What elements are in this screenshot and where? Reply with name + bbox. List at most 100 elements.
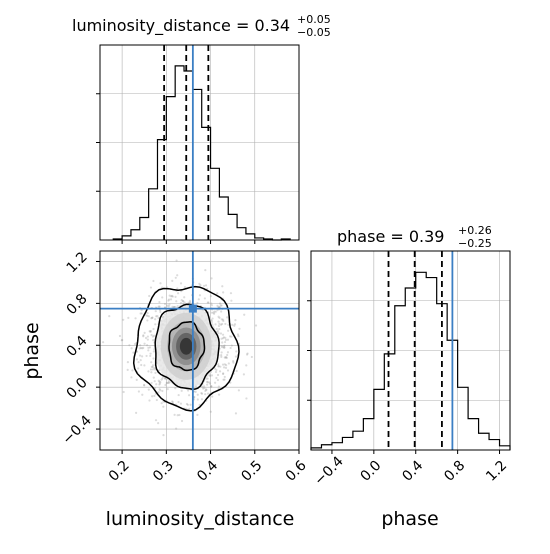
scatter-point (250, 355, 253, 359)
scatter-point (144, 336, 148, 340)
title-sup: +0.26 (458, 224, 492, 237)
scatter-point (210, 385, 213, 388)
scatter-point (217, 364, 220, 368)
scatter-point (200, 398, 204, 401)
panel-title: phase = 0.39 (337, 227, 444, 246)
scatter-point (182, 299, 185, 303)
scatter-point (227, 323, 230, 326)
scatter-point (172, 451, 174, 453)
x-axis-label: phase (381, 508, 438, 530)
scatter-point (153, 380, 156, 383)
scatter-point (171, 400, 174, 403)
scatter-point (210, 311, 214, 314)
scatter-point (211, 317, 214, 320)
scatter-point (170, 294, 174, 297)
scatter-point (166, 381, 169, 385)
scatter-point (141, 393, 144, 396)
title-sup: +0.05 (297, 13, 331, 26)
scatter-point (143, 331, 146, 334)
scatter-point (150, 361, 153, 364)
scatter-point (137, 390, 140, 393)
scatter-point (151, 365, 154, 369)
scatter-point (224, 336, 227, 339)
scatter-point (162, 405, 165, 408)
scatter-point (230, 344, 233, 347)
scatter-point (221, 346, 224, 349)
scatter-point (217, 393, 221, 396)
scatter-point (221, 318, 225, 321)
scatter-point (197, 298, 200, 301)
scatter-point (217, 332, 220, 335)
scatter-point (157, 422, 160, 425)
scatter-point (171, 401, 174, 404)
panel-phase-hist: −0.4 0.0 0.4 0.8 1.2 phase = 0.39 +0.26 −0.2… (307, 224, 511, 489)
scatter-point (157, 317, 160, 320)
scatter-point (243, 313, 246, 316)
scatter-point (221, 337, 225, 340)
scatter-point (217, 363, 220, 366)
scatter-point (215, 376, 218, 380)
scatter-point (176, 292, 180, 295)
quantile-lines (163, 45, 210, 240)
scatter-point (215, 327, 218, 331)
scatter-point (158, 382, 162, 385)
scatter-point (210, 277, 213, 280)
scatter-point (151, 316, 154, 319)
scatter-point (232, 361, 235, 364)
scatter-point (131, 369, 134, 372)
scatter-point (146, 314, 149, 317)
y-tick-label: 1.2 (64, 249, 91, 276)
scatter-point (147, 346, 150, 349)
contour-outer (132, 285, 240, 412)
scatter-point (242, 373, 245, 376)
scatter-point (196, 301, 199, 305)
scatter-point (220, 351, 223, 354)
scatter-point (140, 363, 143, 367)
scatter-point (171, 279, 174, 282)
scatter-point (150, 333, 153, 337)
scatter-point (222, 336, 226, 339)
scatter-point (189, 301, 192, 304)
scatter-point (165, 381, 168, 385)
scatter-point (158, 388, 161, 391)
scatter-point (216, 329, 220, 333)
scatter-point (186, 403, 189, 406)
scatter-point (175, 427, 178, 430)
scatter-point (246, 352, 249, 355)
scatter-point (122, 390, 125, 394)
scatter-point (161, 389, 164, 393)
scatter-point (238, 327, 241, 330)
scatter-point (226, 369, 230, 372)
scatter-point (177, 393, 180, 397)
y-tick-label: 0.4 (64, 333, 91, 360)
scatter-point (166, 304, 169, 307)
scatter-point (139, 359, 142, 362)
scatter-point (153, 334, 156, 337)
scatter-point (179, 282, 183, 285)
scatter-point (206, 380, 209, 383)
scatter-point (221, 322, 224, 326)
scatter-point (237, 389, 240, 392)
x-tick-label: 1.2 (483, 458, 510, 485)
scatter-point (217, 365, 220, 368)
scatter-point (226, 351, 230, 354)
scatter-point (198, 282, 201, 285)
x-tick-label: −0.4 (311, 453, 346, 488)
scatter-point (174, 387, 177, 390)
scatter-point (245, 364, 248, 367)
scatter-point (199, 283, 202, 287)
scatter-point (231, 323, 234, 326)
ticks: −0.4 0.0 0.4 0.8 1.2 (307, 300, 510, 489)
scatter-point (222, 291, 225, 294)
x-tick-label: 0.3 (150, 458, 177, 485)
scatter-point (146, 335, 149, 338)
scatter-point (219, 332, 223, 335)
scatter-point (245, 397, 248, 400)
scatter-point (180, 419, 184, 423)
scatter-point (254, 324, 258, 327)
scatter-point (233, 323, 237, 326)
scatter-point (219, 323, 223, 326)
ticks (96, 93, 256, 244)
x-tick-label: 0.5 (238, 458, 265, 485)
scatter-point (137, 367, 140, 370)
